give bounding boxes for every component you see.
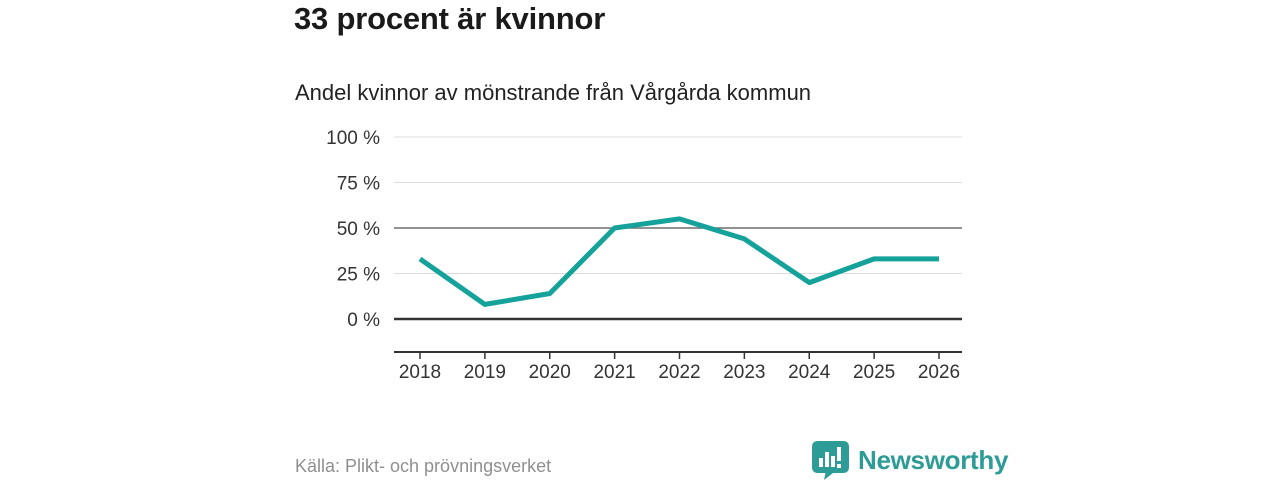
newsworthy-logo: Newsworthy xyxy=(811,440,1008,480)
y-tick-label: 50 % xyxy=(337,219,380,240)
chart-title: 33 procent är kvinnor xyxy=(294,1,606,36)
x-tick-label: 2026 xyxy=(918,362,960,383)
newsworthy-logo-text: Newsworthy xyxy=(858,444,1009,475)
data-line-series xyxy=(418,216,939,307)
x-tick-label: 2024 xyxy=(788,362,831,383)
x-tick-label: 2018 xyxy=(399,362,441,383)
x-tick-label: 2023 xyxy=(723,362,765,383)
x-tick-label: 2022 xyxy=(658,362,700,383)
x-tick-label: 2019 xyxy=(464,362,506,383)
line-chart: 0 % 25 % 50 % 75 % 100 % 2018 2019 2020 2021 2022… xyxy=(326,128,962,383)
source-text: Källa: Plikt- och prövningsverket xyxy=(295,456,552,476)
x-tick-label: 2021 xyxy=(593,362,635,383)
x-tick-label: 2020 xyxy=(529,362,571,383)
chart-subtitle: Andel kvinnor av mönstrande från Vårgård… xyxy=(295,80,812,105)
newsworthy-logo-icon xyxy=(812,441,849,480)
y-tick-label: 75 % xyxy=(337,174,380,195)
y-tick-label: 100 % xyxy=(326,128,380,149)
y-tick-label: 0 % xyxy=(347,310,380,331)
x-tick-label: 2025 xyxy=(853,362,895,383)
y-tick-label: 25 % xyxy=(337,265,380,286)
